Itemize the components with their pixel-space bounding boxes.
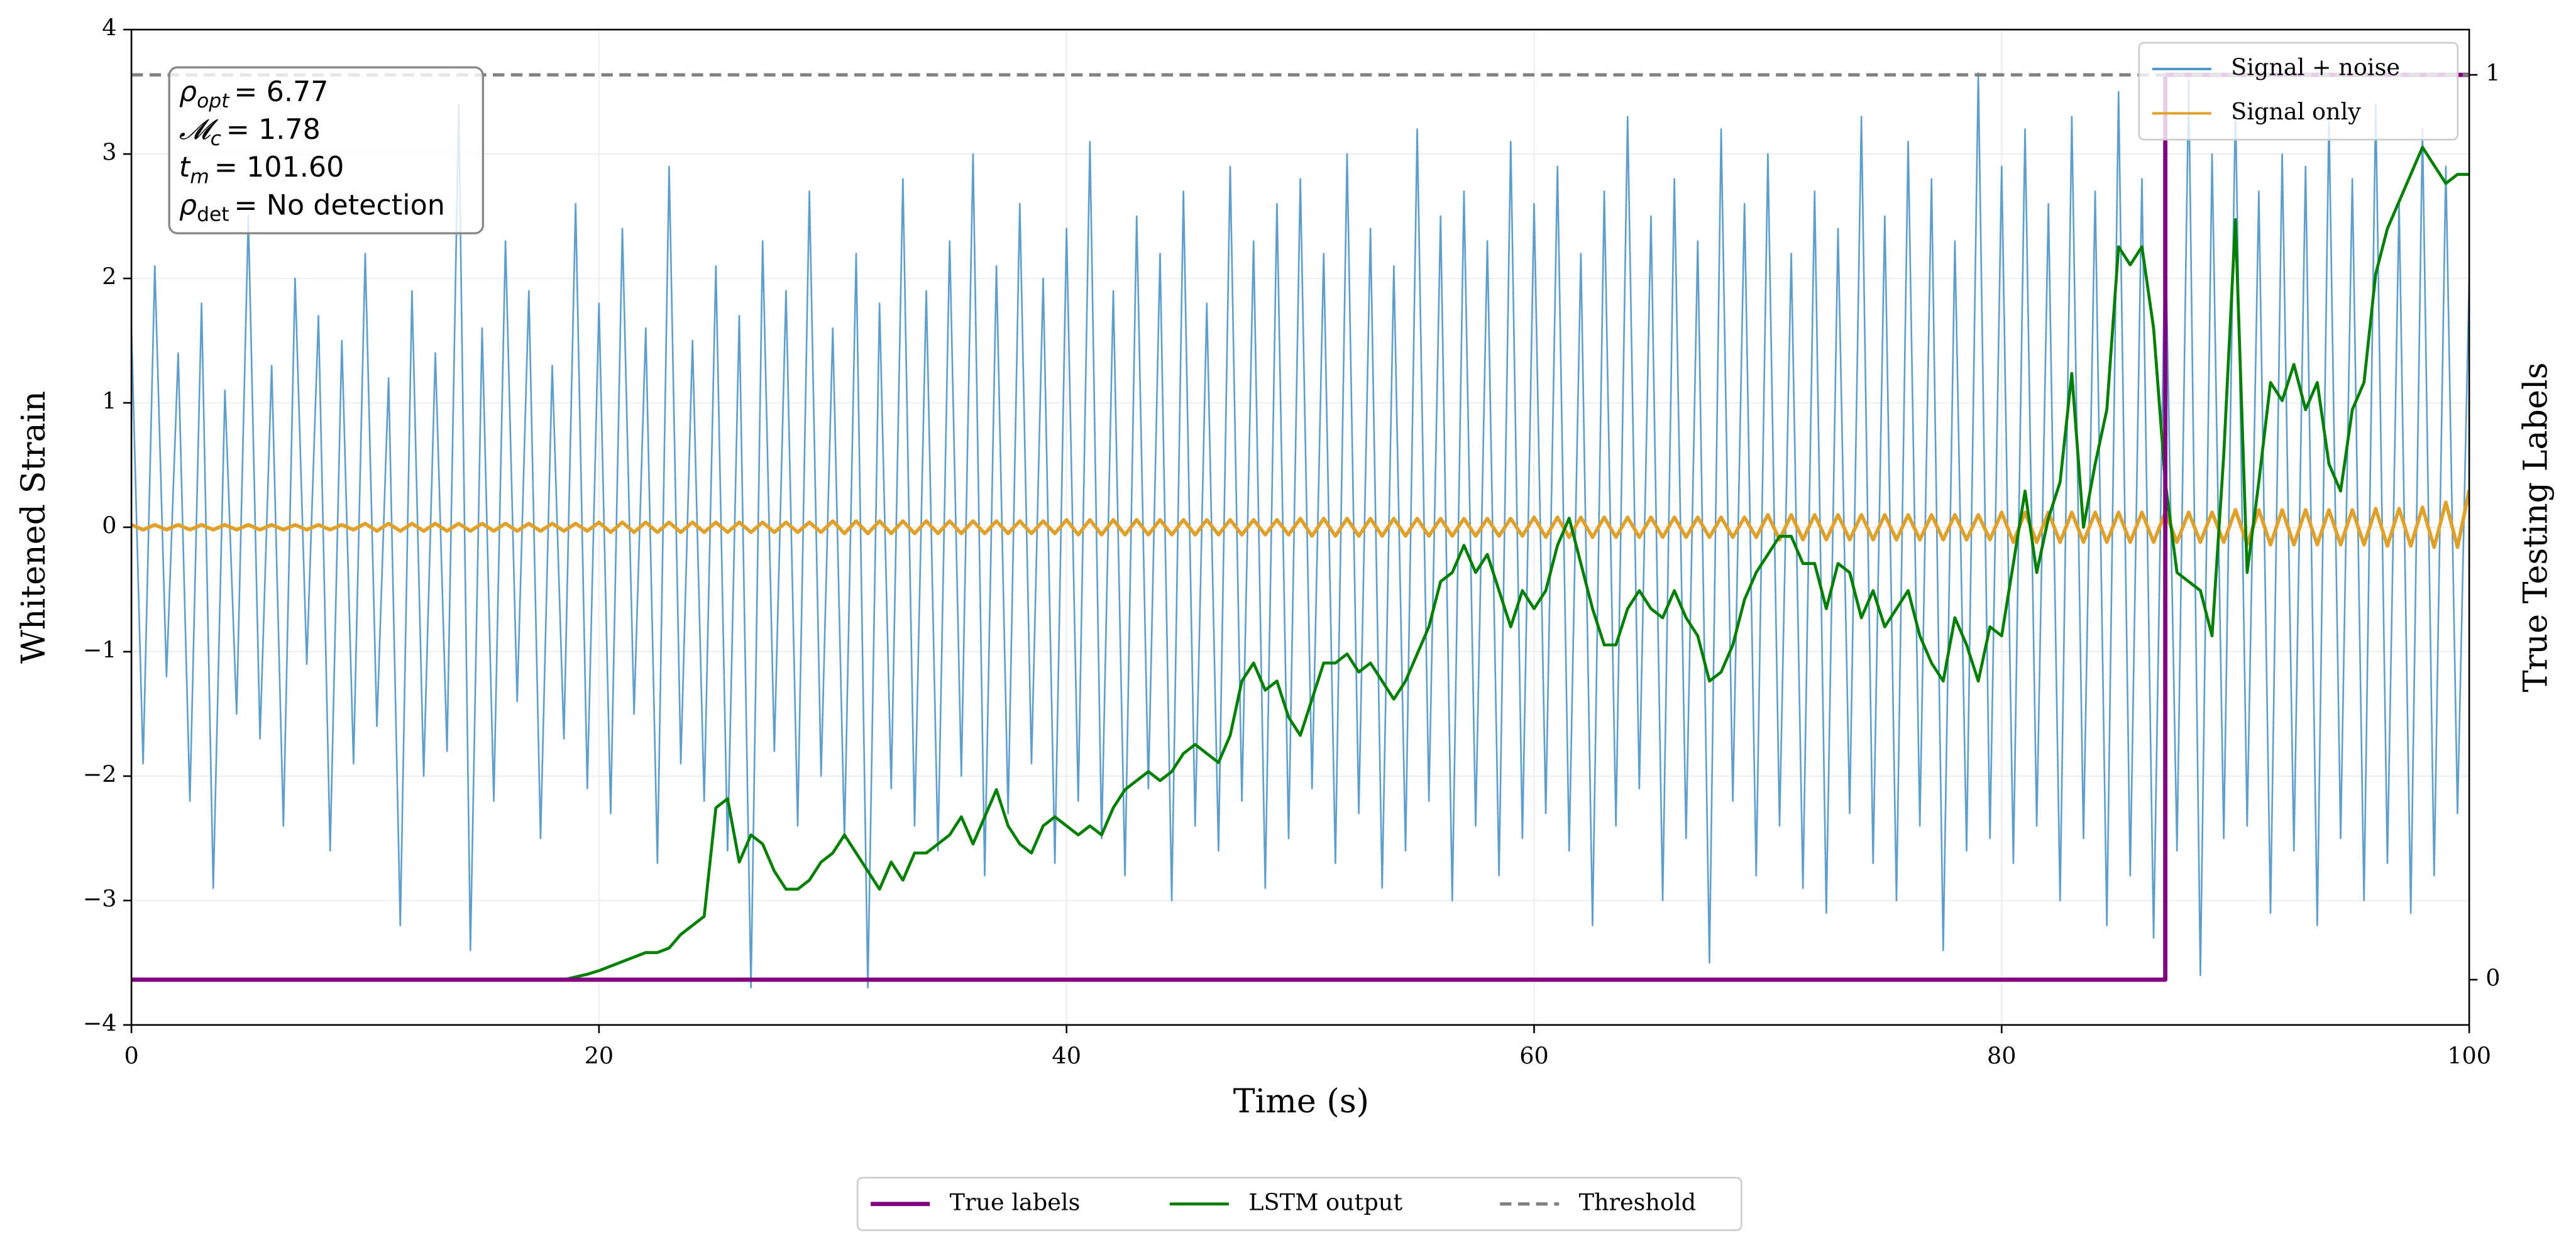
legend-label: Threshold	[1579, 1188, 1697, 1215]
x-axis-label: Time (s)	[1233, 1082, 1369, 1121]
annotation: ρopt = 6.77	[179, 76, 329, 112]
y2-tick-label: 0	[2485, 964, 2500, 991]
annotation-box	[168, 66, 485, 234]
legend-box	[2138, 41, 2459, 141]
legend-label: LSTM output	[1248, 1188, 1402, 1215]
annotation-subscript: m	[190, 165, 209, 188]
annotation-text: = No detection	[234, 189, 445, 221]
x-tick-label: 100	[2447, 1043, 2491, 1070]
y-tick-label: −3	[83, 885, 117, 912]
y-tick-label: −2	[83, 760, 117, 787]
annotation: ρdet = No detection	[179, 189, 445, 226]
y-tick-label: −4	[83, 1009, 117, 1036]
x-tick-label: 60	[1519, 1043, 1549, 1070]
x-tick-label: 20	[585, 1043, 614, 1070]
x-tick-label: 40	[1052, 1043, 1081, 1070]
annotation-text: = 1.78	[226, 114, 321, 146]
y-tick-label: 0	[102, 512, 116, 539]
legend-label: Signal + noise	[2231, 53, 2400, 80]
legend-label: True labels	[950, 1188, 1081, 1215]
annotation-symbol: ρ	[179, 189, 197, 221]
legend-box	[856, 1176, 1742, 1231]
y-tick-label: 2	[102, 263, 116, 290]
annotation-text: = 101.60	[214, 151, 344, 184]
annotation-subscript: det	[197, 203, 229, 226]
y-tick-label: 3	[102, 139, 116, 166]
annotation-symbol: t	[179, 151, 191, 184]
y2-tick-label: 1	[2485, 60, 2500, 87]
annotation: tm = 101.60	[179, 151, 344, 188]
y-tick-label: 1	[102, 388, 116, 415]
y-tick-label: 4	[102, 14, 116, 41]
annotation-symbol: ρ	[179, 76, 197, 108]
y-axis-label: Whitened Strain	[14, 391, 53, 664]
y2-axis-label: True Testing Labels	[2516, 363, 2555, 693]
x-tick-label: 0	[124, 1043, 138, 1070]
series-line	[131, 490, 2470, 549]
annotation-text: = 6.77	[234, 76, 328, 108]
legend-label: Signal only	[2231, 98, 2361, 125]
legends: Signal + noise Signal only True labels LSTM…	[856, 41, 2459, 1231]
x-tick-label: 80	[1987, 1043, 2017, 1070]
annotation: 𝓜c = 1.78	[179, 114, 321, 150]
y-tick-label: −1	[83, 636, 117, 663]
annotation-subscript: c	[211, 128, 221, 150]
series-line	[131, 72, 2470, 989]
annotation-subscript: opt	[197, 90, 230, 112]
